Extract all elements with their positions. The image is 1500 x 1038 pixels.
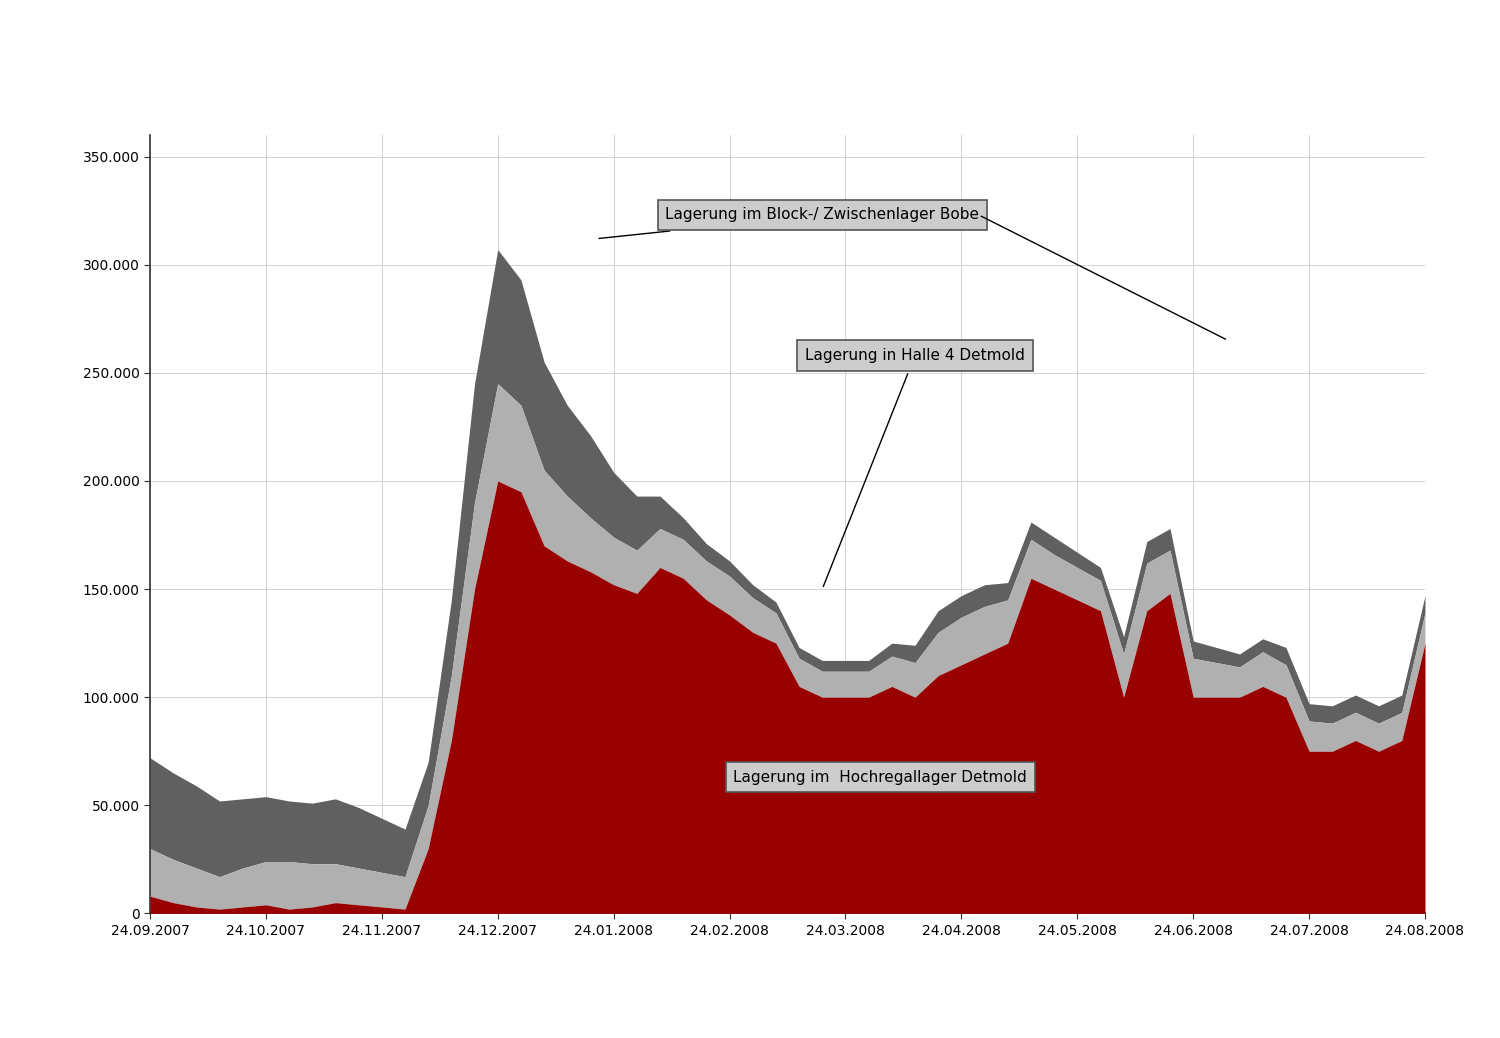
- Text: Lagerung im  Hochregallager Detmold: Lagerung im Hochregallager Detmold: [734, 770, 1028, 785]
- Text: Lagerung im Block-/ Zwischenlager Bobe: Lagerung im Block-/ Zwischenlager Bobe: [598, 208, 980, 239]
- Text: Lagerung in Halle 4 Detmold: Lagerung in Halle 4 Detmold: [806, 348, 1024, 586]
